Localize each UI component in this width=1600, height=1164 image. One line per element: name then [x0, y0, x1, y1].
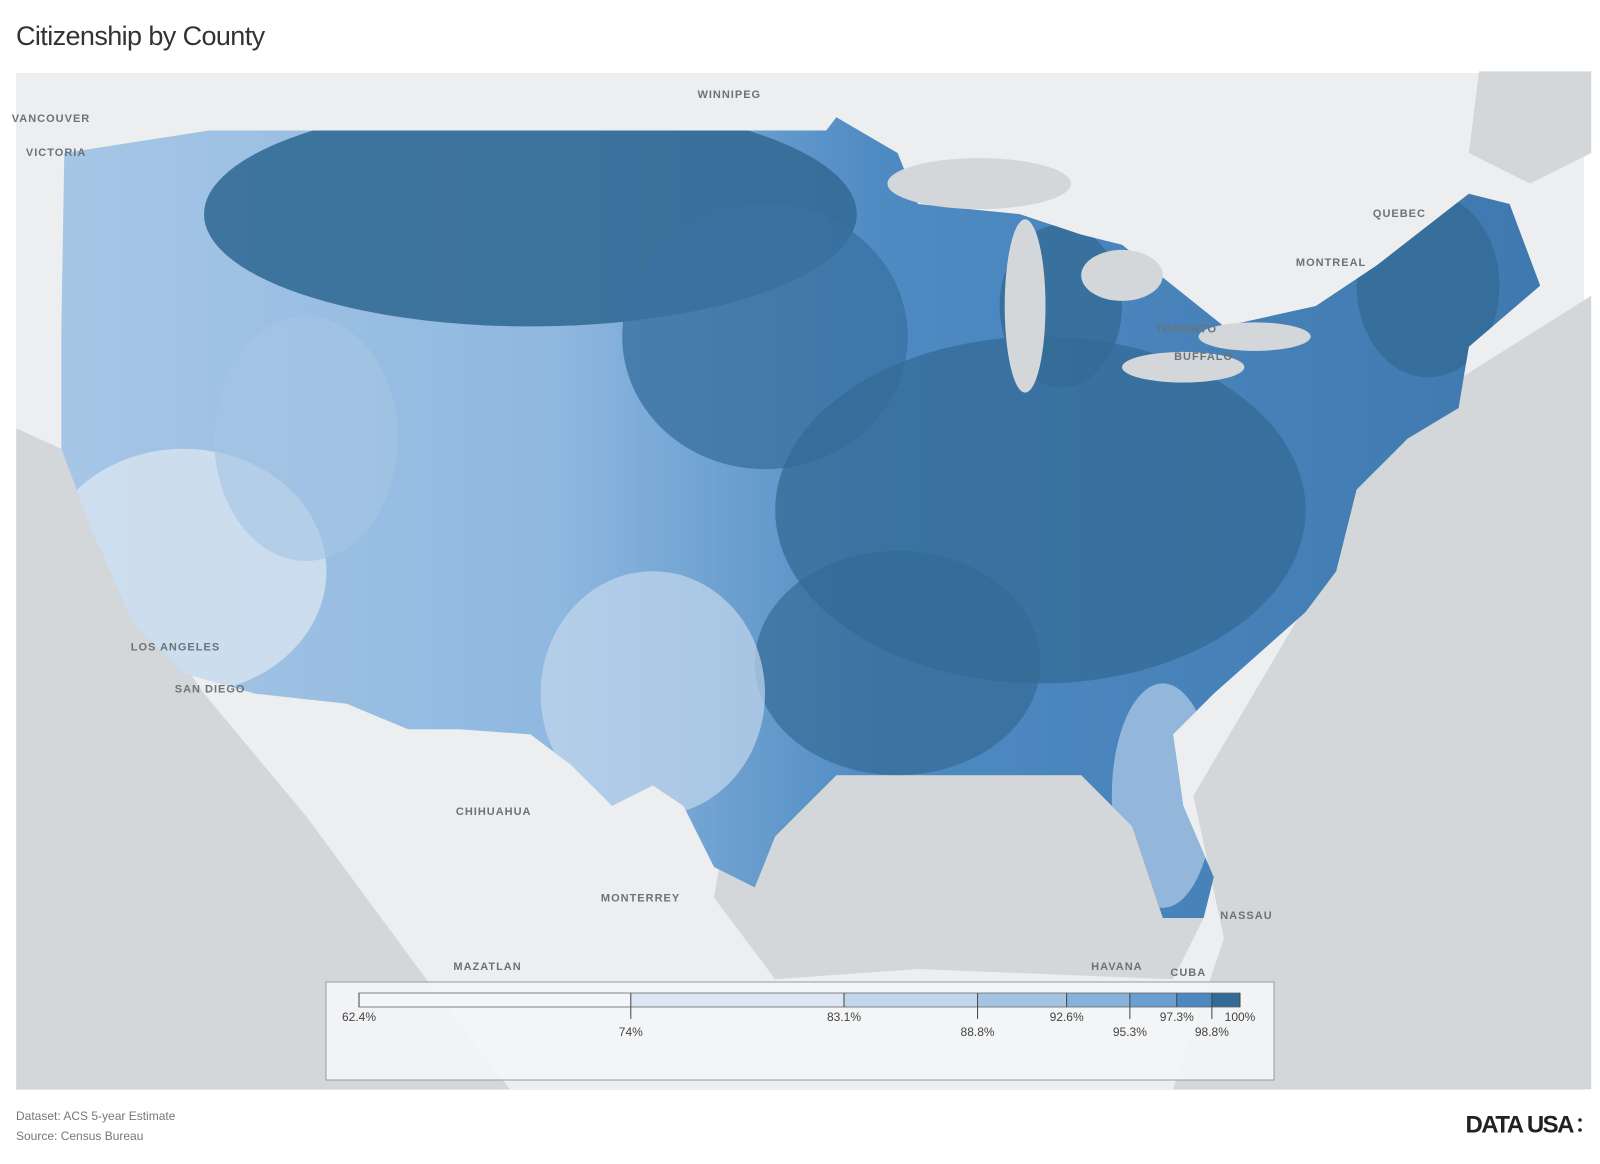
- place-label: VANCOUVER: [12, 113, 90, 125]
- place-label: TORONTO: [1155, 323, 1217, 335]
- place-label: NASSAU: [1220, 910, 1272, 922]
- legend-tick-label: 100%: [1225, 1010, 1256, 1024]
- region: [754, 550, 1041, 776]
- legend-bin: [359, 993, 631, 1007]
- legend-tick-label: 83.1%: [827, 1010, 861, 1024]
- lake: [1122, 351, 1245, 383]
- place-label: MONTERREY: [601, 893, 680, 905]
- source: Source: Census Bureau: [16, 1129, 143, 1143]
- water: [1468, 71, 1592, 184]
- place-label: VICTORIA: [26, 147, 86, 159]
- place-label: SAN DIEGO: [175, 683, 246, 695]
- place-labels: VANCOUVER VICTORIA WINNIPEG QUEBEC MONTREAL T…: [12, 89, 1426, 979]
- logo-dot: [1578, 1118, 1582, 1122]
- legend-tick-label: 97.3%: [1160, 1010, 1194, 1024]
- lake: [1081, 249, 1163, 301]
- legend-tick-label: 74%: [619, 1025, 643, 1039]
- gulf: [714, 775, 1204, 980]
- legend-bin: [1129, 993, 1177, 1007]
- title: Citizenship by County: [16, 21, 266, 51]
- legend-tick-label: 62.4%: [342, 1010, 376, 1024]
- region: [214, 316, 398, 561]
- legend-bin: [1176, 993, 1212, 1007]
- legend-bin: [977, 993, 1067, 1007]
- place-label: LOS ANGELES: [131, 642, 220, 654]
- legend-tick-label: 98.8%: [1195, 1025, 1229, 1039]
- legend-tick-label: 95.3%: [1113, 1025, 1147, 1039]
- legend-bin: [630, 993, 845, 1007]
- legend-bin: [844, 993, 978, 1007]
- place-label: CHIHUAHUA: [456, 806, 532, 818]
- map: VANCOUVER VICTORIA WINNIPEG QUEBEC MONTREAL T…: [12, 71, 1592, 1090]
- lake: [887, 158, 1071, 210]
- place-label: WINNIPEG: [697, 89, 761, 101]
- legend-bin: [1211, 993, 1240, 1007]
- place-label: CUBA: [1170, 967, 1206, 979]
- legend-tick-label: 92.6%: [1050, 1010, 1084, 1024]
- place-label: HAVANA: [1091, 961, 1142, 973]
- legend-tick-label: 88.8%: [961, 1025, 995, 1039]
- logo: DATA USA: [1465, 1111, 1574, 1138]
- place-label: QUEBEC: [1373, 208, 1426, 220]
- pacific: [16, 428, 510, 1090]
- lake: [1004, 219, 1046, 393]
- dataset: Dataset: ACS 5-year Estimate: [16, 1109, 176, 1123]
- legend-bin: [1066, 993, 1130, 1007]
- logo-dot: [1578, 1128, 1582, 1132]
- region: [540, 571, 765, 816]
- lake: [1198, 322, 1311, 351]
- place-label: MAZATLAN: [453, 961, 521, 973]
- atlantic: [1173, 295, 1592, 1090]
- place-label: BUFFALO: [1174, 351, 1233, 363]
- place-label: MONTREAL: [1296, 257, 1366, 269]
- legend: 62.4% 74% 83.1% 88.8% 92.6% 95.3% 97.3%98.8%10…: [342, 992, 1256, 1039]
